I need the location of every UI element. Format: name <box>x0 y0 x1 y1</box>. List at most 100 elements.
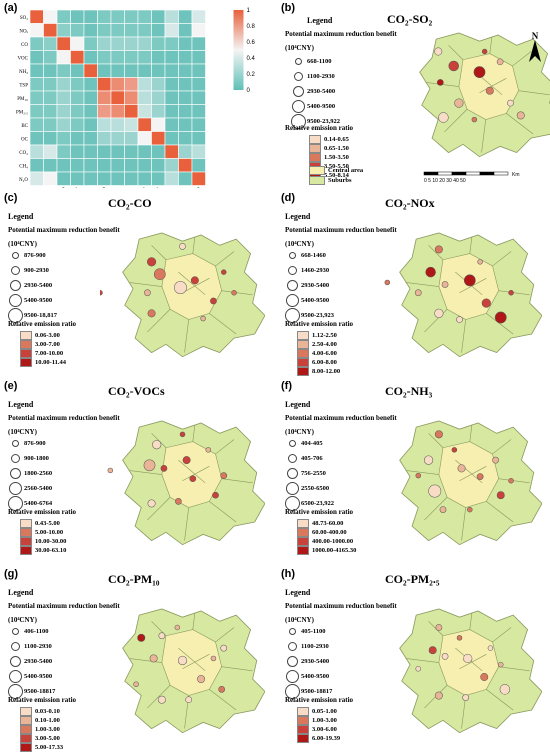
heatmap-cell <box>43 9 58 24</box>
district-boundary <box>459 466 487 482</box>
district-boundary <box>215 627 235 643</box>
bubble-range: 9500-23,922 <box>307 118 341 125</box>
heatmap-cell <box>191 158 206 173</box>
bubble-swatch <box>284 308 300 323</box>
district-map <box>107 420 265 546</box>
emission-bubble <box>481 298 491 308</box>
ratio-range: 1000.00-4165.30 <box>312 547 357 554</box>
ratio-legend-item: 0.43-5.00 <box>20 519 60 528</box>
district-map <box>399 420 542 546</box>
heatmap-row-label: TSP <box>19 83 28 88</box>
heatmap-cell <box>178 63 193 78</box>
bubble-legend-item: 1100-2930 <box>287 642 329 651</box>
heatmap-cell <box>83 117 98 132</box>
emission-bubble <box>425 266 436 278</box>
heatmap-cell <box>124 36 139 51</box>
district-boundary <box>147 497 171 521</box>
heatmap-cell <box>29 50 44 65</box>
ratio-swatch <box>20 707 32 716</box>
heatmap-cell <box>178 104 193 119</box>
bubble-swatch <box>8 482 22 495</box>
bubble-range: 668-1460 <box>301 252 326 259</box>
bubble-legend-item: 2930-5400 <box>9 280 53 291</box>
emission-bubble <box>498 661 504 668</box>
emission-bubble <box>158 632 166 640</box>
emission-bubble <box>481 48 488 55</box>
heatmap-cell <box>97 104 112 119</box>
bubble-range: 406-1100 <box>24 628 49 635</box>
heatmap-cell <box>29 131 44 146</box>
bubble-swatch <box>285 294 299 307</box>
unit-label: (10⁴CNY) <box>8 240 37 248</box>
bubble-range: 2930-5400 <box>301 658 330 665</box>
ratio-swatch <box>297 546 309 555</box>
bubble-range: 5400-9500 <box>24 297 53 304</box>
benefit-label: Potential maximum reduction benefit <box>285 414 397 422</box>
emission-bubble <box>173 281 187 295</box>
ratio-label: Relative emission ratio <box>285 124 354 132</box>
heatmap-cell <box>56 144 71 159</box>
legend-heading: Legend <box>8 212 34 221</box>
emission-bubble <box>179 242 186 250</box>
heatmap-cell <box>70 104 85 119</box>
heatmap-cell <box>56 9 71 24</box>
ratio-swatch <box>20 331 32 340</box>
ratio-swatch <box>20 743 32 752</box>
heatmap-cell <box>191 50 206 65</box>
ratio-range: 60.00-400.00 <box>312 529 347 536</box>
bubble-range: 900-2930 <box>24 267 49 274</box>
ratio-label: Relative emission ratio <box>8 696 77 704</box>
ratio-swatch <box>297 331 309 340</box>
heatmap-cell <box>29 36 44 51</box>
unit-label: (10⁴CNY) <box>8 428 37 436</box>
bubble-range: 5400-9500 <box>24 673 53 680</box>
colorbar <box>233 10 244 90</box>
bubble-legend-item: 6500-23,922 <box>284 496 334 511</box>
ratio-swatch <box>297 707 309 716</box>
emission-bubble <box>496 491 505 500</box>
ratio-range: 0.10-1.00 <box>35 717 60 724</box>
heatmap-cell <box>124 131 139 146</box>
heatmap-cell <box>137 171 152 186</box>
ratio-range: 0.05-1.00 <box>312 708 337 715</box>
heatmap-cell <box>191 131 206 146</box>
heatmap-row-label: CO₂ <box>19 151 28 156</box>
heatmap-cell <box>124 117 139 132</box>
heatmap-row-label: CH₄ <box>19 164 28 169</box>
heatmap-cell <box>97 63 112 78</box>
svg-text:0 5 10 20 30 40 50: 0 5 10 20 30 40 50 <box>424 178 466 184</box>
ratio-legend-item: 0.06-3.00 <box>20 331 60 340</box>
heatmap-col-label: CO <box>59 186 67 188</box>
bubble-swatch <box>288 440 296 447</box>
heatmap-row-label: PM₁₀ <box>17 97 28 102</box>
district-boundary <box>486 689 514 711</box>
bubble-swatch <box>9 656 21 667</box>
heatmap-cell <box>191 63 206 78</box>
district-boundary <box>444 109 468 133</box>
heatmap-cell <box>137 90 152 105</box>
bubble-range: 2930-5400 <box>24 282 53 289</box>
heatmap-col-label: PM₂.₅ <box>124 187 135 188</box>
emission-bubble <box>143 459 156 472</box>
heatmap-cell <box>56 131 71 146</box>
district-boundary <box>428 245 444 260</box>
emission-bubble <box>492 456 499 464</box>
heatmap-cell <box>83 36 98 51</box>
emission-bubble <box>454 98 464 108</box>
emission-bubble <box>212 491 219 499</box>
emission-bubble <box>107 467 114 474</box>
emission-bubble <box>384 279 391 286</box>
heatmap-cell <box>43 63 58 78</box>
emission-bubble <box>467 506 473 513</box>
ratio-legend-item: 1000.00-4165.30 <box>297 546 356 555</box>
heatmap-cell <box>164 50 179 65</box>
district-boundary <box>209 313 237 335</box>
legend-heading: Legend <box>8 588 34 597</box>
ratio-range: 3.50-5.50 <box>324 163 349 170</box>
panel-title: CO₂-PM₂.₅ <box>385 572 440 586</box>
heatmap-cell <box>29 144 44 159</box>
emission-bubble <box>200 315 206 322</box>
emission-bubble <box>146 257 157 267</box>
bubble-swatch <box>9 468 21 479</box>
bubble-swatch <box>10 266 20 275</box>
